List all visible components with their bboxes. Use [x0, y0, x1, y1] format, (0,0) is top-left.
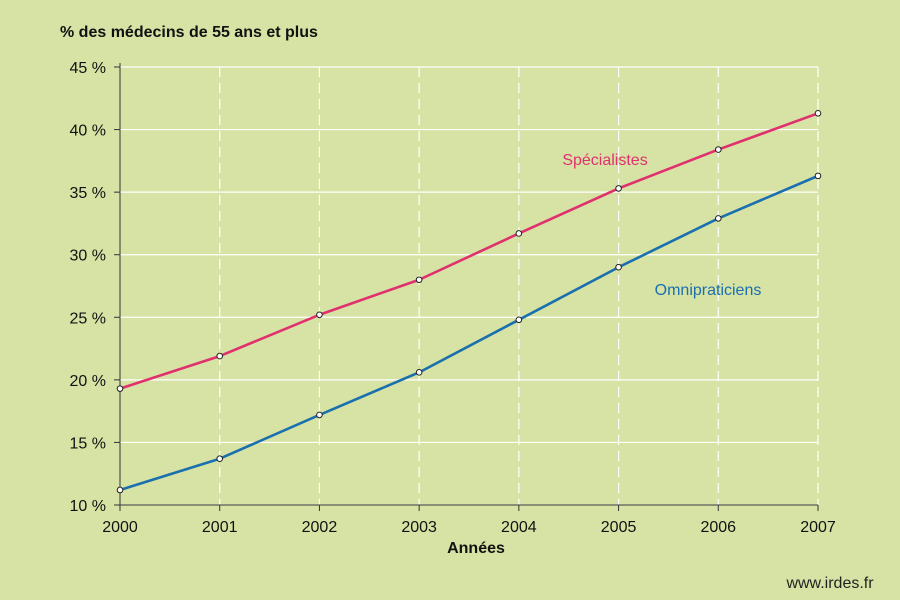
data-point: [814, 172, 822, 180]
x-tick-label: 2001: [202, 519, 238, 536]
x-tick-label: 2004: [501, 519, 537, 536]
x-axis-ticks: 2000 2001 2002 2003 2004 2005 2006 2007: [102, 505, 836, 536]
y-tick-label: 40 %: [70, 123, 106, 140]
y-tick-label: 30 %: [70, 248, 106, 265]
y-tick-label: 10 %: [70, 498, 106, 515]
data-point: [116, 486, 124, 494]
data-point: [415, 369, 423, 376]
data-point: [615, 185, 622, 192]
series-line-0: [119, 112, 819, 390]
y-axis-ticks: 10 % 15 % 20 % 25 % 30 % 35 % 40 % 45 %: [70, 60, 120, 515]
y-tick-label: 35 %: [70, 185, 106, 202]
y-tick-label: 45 %: [70, 60, 106, 77]
data-point: [615, 263, 622, 271]
x-tick-label: 2003: [401, 519, 437, 536]
data-point: [316, 311, 323, 319]
grid: [120, 66, 819, 506]
y-tick-label: 20 %: [70, 373, 106, 390]
y-tick-label: 25 %: [70, 310, 106, 327]
source-url: www.irdes.fr: [785, 575, 874, 592]
series-label-omnipraticiens: Omnipraticiens: [655, 282, 762, 299]
y-tick-label: 15 %: [70, 435, 106, 452]
chart-title: % des médecins de 55 ans et plus: [60, 24, 318, 41]
data-point: [216, 352, 224, 360]
series-line-1: [119, 174, 819, 492]
data-point: [415, 276, 423, 284]
series-group: [116, 110, 822, 494]
data-point: [814, 110, 822, 117]
data-point: [515, 230, 523, 237]
x-tick-label: 2000: [102, 519, 138, 536]
axes: [119, 63, 818, 506]
x-tick-label: 2006: [700, 519, 736, 536]
data-point: [714, 215, 722, 222]
data-point: [116, 385, 124, 392]
data-point: [714, 146, 722, 153]
x-tick-label: 2005: [601, 519, 637, 536]
data-point: [216, 455, 224, 462]
series-label-specialistes: Spécialistes: [562, 152, 647, 169]
x-tick-label: 2007: [800, 519, 836, 536]
x-tick-label: 2002: [302, 519, 338, 536]
data-point: [316, 411, 323, 419]
data-point: [515, 316, 523, 324]
x-axis-label: Années: [447, 540, 505, 557]
